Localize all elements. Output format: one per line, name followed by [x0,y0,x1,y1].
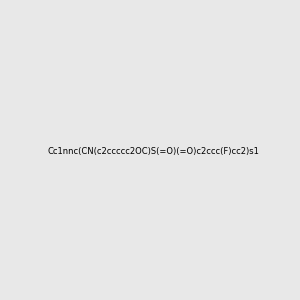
Text: Cc1nnc(CN(c2ccccc2OC)S(=O)(=O)c2ccc(F)cc2)s1: Cc1nnc(CN(c2ccccc2OC)S(=O)(=O)c2ccc(F)cc… [48,147,260,156]
